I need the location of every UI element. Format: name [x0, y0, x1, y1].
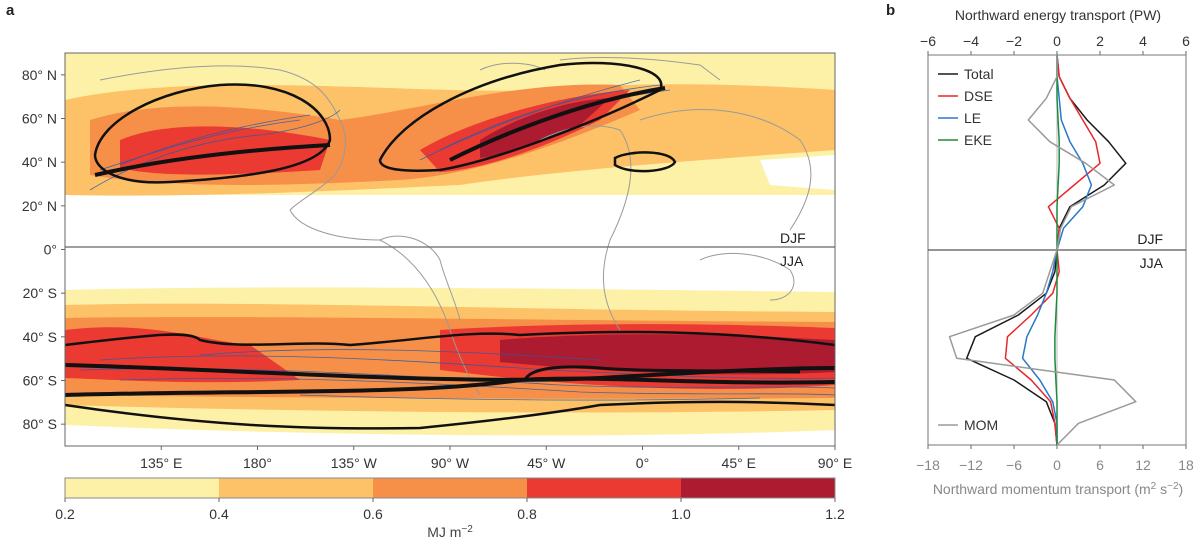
season-bottom-label: JJA: [780, 253, 804, 269]
colorbar-segment: [527, 478, 681, 498]
lon-tick-label: 90° W: [431, 455, 470, 471]
colorbar-segment: [373, 478, 527, 498]
lon-tick-label: 0°: [636, 455, 649, 471]
top-tick-label: 2: [1096, 33, 1104, 49]
colorbar-tick-label: 0.8: [517, 506, 537, 522]
colorbar-tick-label: 0.4: [209, 506, 229, 522]
lat-ticks: 80° N 60° N 40° N 20° N 0° 20° S 40° S 60° S 80°…: [22, 67, 65, 432]
top-tick-label: 0: [1053, 33, 1061, 49]
season-top-label-b: DJF: [1137, 231, 1163, 247]
colorbar-segment: [681, 478, 835, 498]
bottom-tick-label: 0: [1053, 457, 1061, 473]
legend: Total DSE LE EKE: [938, 66, 994, 148]
lat-tick-label: 40° S: [23, 329, 57, 345]
lon-tick-label: 180°: [243, 455, 272, 471]
lon-tick-label: 45° W: [527, 455, 566, 471]
colorbar-segment: [65, 478, 219, 498]
colorbar: 0.2 0.4 0.6 0.8 1.0 1.2: [55, 477, 845, 522]
bottom-axis-ticks: −18 −12 −6 0 6 12 18: [916, 445, 1194, 473]
contours: [65, 61, 835, 430]
bottom-tick-label: 12: [1135, 457, 1151, 473]
season-top-label: DJF: [780, 230, 806, 246]
lat-tick-label: 40° N: [22, 154, 57, 170]
legend-label-total: Total: [964, 66, 994, 82]
lon-tick-label: 135° W: [331, 455, 378, 471]
map-panel: DJF JJA 80° N 60° N 40° N 20° N 0° 20° S 40° S…: [22, 52, 852, 540]
lat-tick-label: 60° N: [22, 111, 57, 127]
season-bottom-label-b: JJA: [1140, 255, 1164, 271]
bottom-tick-label: −6: [1006, 457, 1022, 473]
series-line-mom: [948, 55, 1137, 446]
top-axis-ticks: −6 −4 −2 0 2 4 6: [920, 33, 1190, 55]
colorbar-tick-label: 1.0: [671, 506, 691, 522]
lat-tick-label: 0°: [44, 242, 57, 258]
colorbar-frame: [64, 477, 836, 499]
top-tick-label: −6: [920, 33, 936, 49]
legend-label-eke: EKE: [964, 132, 992, 148]
lat-tick-label: 20° N: [22, 198, 57, 214]
colorbar-segment: [219, 478, 373, 498]
colorbar-label: MJ m−2: [427, 524, 473, 540]
legend-label-mom: MOM: [964, 417, 998, 433]
map-field: [65, 53, 835, 446]
lat-tick-label: 60° S: [23, 373, 57, 389]
top-tick-label: 6: [1182, 33, 1190, 49]
panel-a-label: a: [6, 2, 15, 19]
bottom-tick-label: 18: [1178, 457, 1194, 473]
lat-tick-label: 80° N: [22, 67, 57, 83]
panel-b-label: b: [886, 2, 896, 19]
colorbar-tick-label: 0.6: [363, 506, 383, 522]
lon-tick-label: 45° E: [722, 455, 756, 471]
series-lines: [948, 54, 1137, 446]
colorbar-tick-label: 1.2: [825, 506, 845, 522]
coastlines: [99, 57, 812, 396]
legend-label-le: LE: [964, 110, 981, 126]
bottom-axis-label: Northward momentum transport (m2 s−2): [933, 481, 1183, 497]
lat-tick-label: 20° S: [23, 285, 57, 301]
bottom-tick-label: −18: [916, 457, 940, 473]
transport-panel: Northward energy transport (PW) −6 −4 −2 0 2…: [916, 7, 1194, 497]
legend-label-dse: DSE: [964, 88, 993, 104]
lon-ticks: 135° E 180° 135° W 90° W 45° W 0° 45° E 90° E: [140, 446, 852, 471]
bottom-tick-label: −12: [959, 457, 983, 473]
top-tick-label: −2: [1006, 33, 1022, 49]
lon-tick-label: 135° E: [140, 455, 182, 471]
lon-tick-label: 90° E: [818, 455, 852, 471]
bottom-tick-label: 6: [1096, 457, 1104, 473]
top-tick-label: 4: [1139, 33, 1147, 49]
lat-tick-label: 80° S: [23, 416, 57, 432]
top-tick-label: −4: [963, 33, 979, 49]
colorbar-tick-label: 0.2: [55, 506, 75, 522]
top-axis-label: Northward energy transport (PW): [955, 7, 1161, 23]
